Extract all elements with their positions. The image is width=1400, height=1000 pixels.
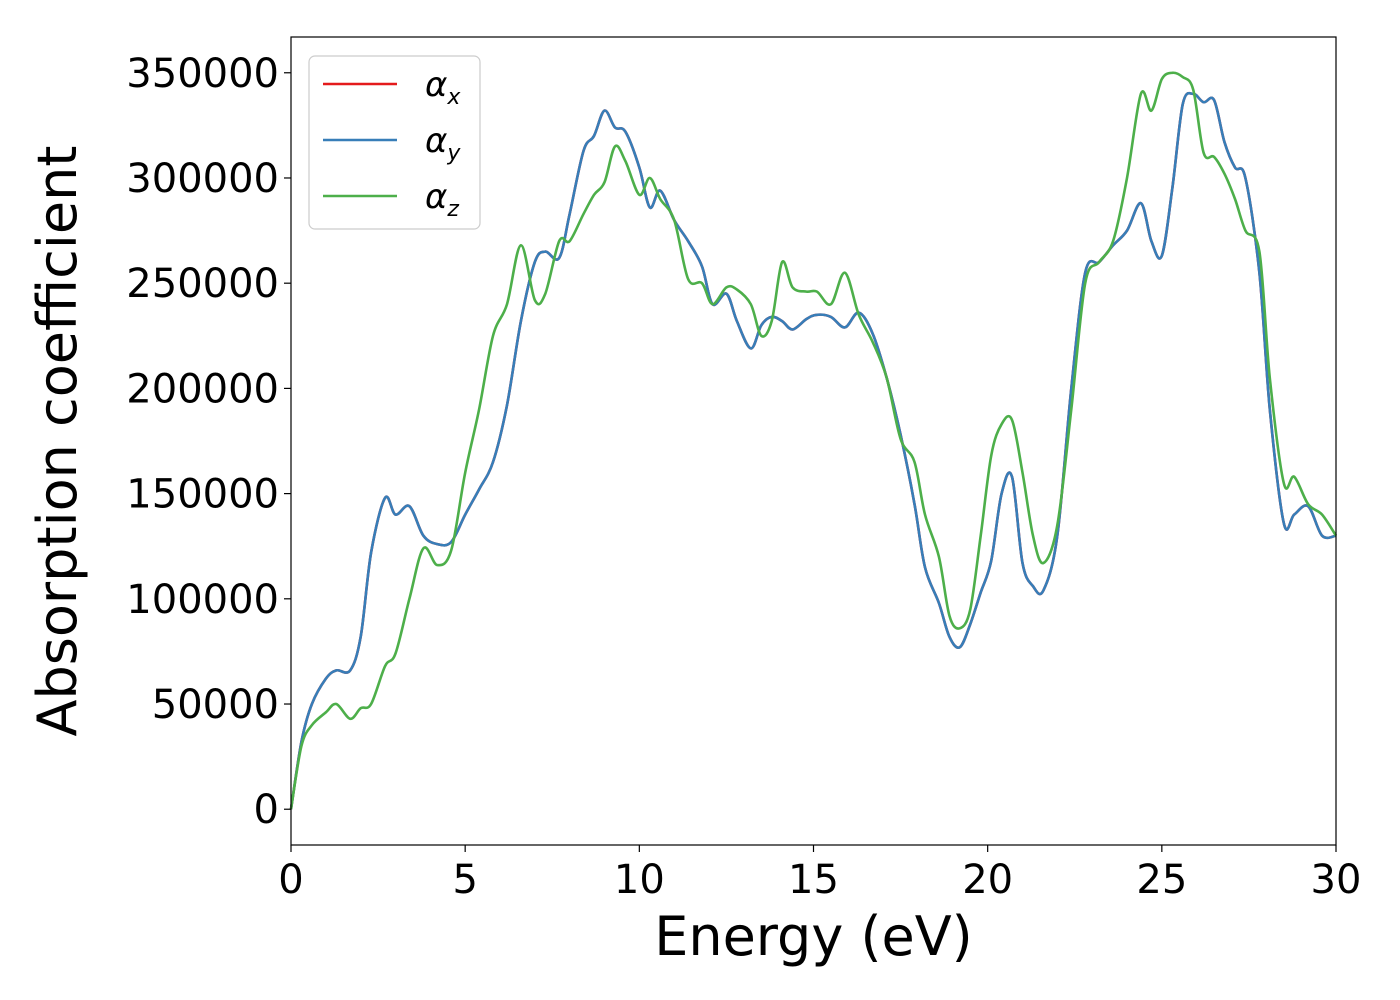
x-tick-label: 25 (1136, 857, 1187, 903)
series-line-alpha-y (289, 91, 1337, 810)
x-axis: 0 5 10 15 20 25 30 (278, 845, 1361, 903)
y-axis-label: Absorption coefficient (26, 146, 89, 737)
x-tick-label: 15 (788, 857, 839, 903)
x-tick-label: 5 (452, 857, 477, 903)
legend-label-alpha-y: αy (425, 121, 461, 166)
legend-box (308, 55, 481, 230)
x-tick-label: 20 (962, 857, 1013, 903)
y-axis: 0 50000 100000 150000 200000 250000 300000 3500… (126, 51, 291, 833)
y-tick-label: 100000 (126, 577, 279, 623)
series-line-alpha-z (289, 71, 1338, 810)
y-tick-label: 50000 (152, 682, 279, 728)
y-tick-label: 0 (254, 787, 279, 833)
x-tick-label: 10 (614, 857, 665, 903)
y-tick-label: 350000 (126, 51, 279, 97)
y-tick-label: 150000 (126, 472, 279, 518)
y-tick-label: 250000 (126, 261, 279, 307)
y-tick-label: 200000 (126, 366, 279, 412)
legend-label-alpha-z: αz (425, 177, 459, 222)
y-tick-label: 300000 (126, 156, 279, 202)
legend: αx αy αz (308, 55, 481, 230)
legend-label-alpha-x: αx (425, 65, 461, 110)
x-tick-label: 30 (1311, 857, 1362, 903)
plot-lines (289, 71, 1338, 810)
x-tick-label: 0 (278, 857, 303, 903)
x-axis-label: Energy (eV) (654, 905, 973, 968)
